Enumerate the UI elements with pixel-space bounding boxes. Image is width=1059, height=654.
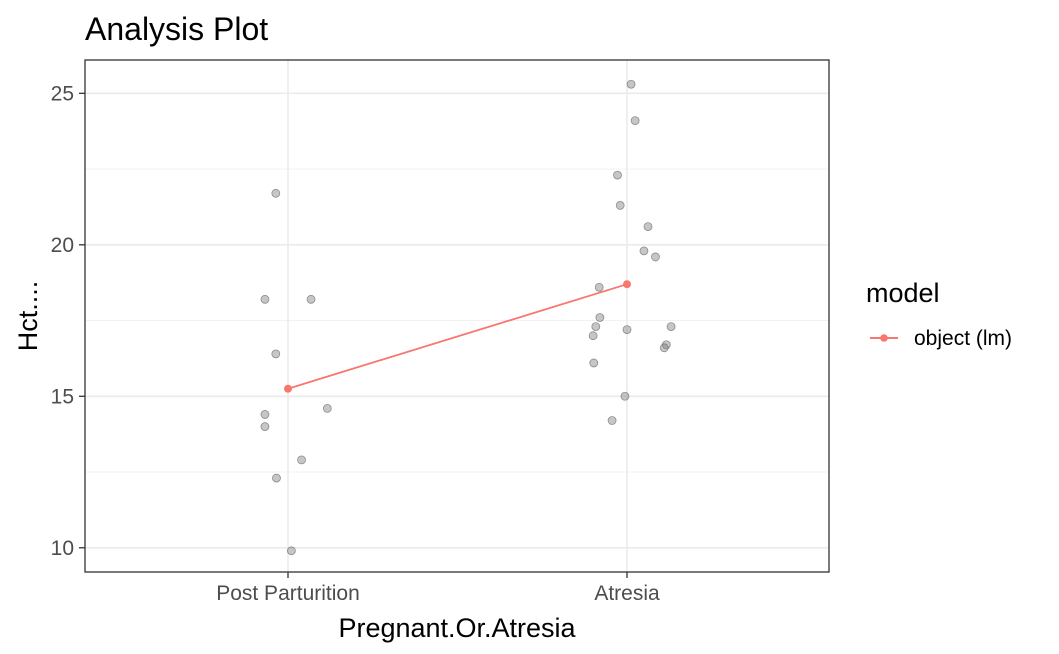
plot-border <box>84 59 830 573</box>
x-tick-label: Atresia <box>594 582 660 605</box>
data-point <box>595 313 605 322</box>
data-point <box>588 331 598 341</box>
series-line <box>287 283 628 390</box>
plot-panel <box>85 60 829 572</box>
x-tick-label: Post Parturition <box>216 582 360 605</box>
data-point <box>260 410 270 419</box>
model-series <box>284 280 631 393</box>
series-point <box>284 384 292 393</box>
legend: model object (lm) <box>866 278 1012 350</box>
data-point <box>626 79 636 89</box>
data-point <box>297 455 306 465</box>
data-point <box>639 246 649 256</box>
data-point <box>322 404 332 413</box>
data-point <box>271 188 281 198</box>
legend-title: model <box>866 278 940 308</box>
data-point <box>620 391 630 401</box>
major-grid <box>85 60 829 572</box>
data-point <box>260 422 270 431</box>
data-point <box>272 473 281 483</box>
minor-grid <box>85 168 829 473</box>
x-axis-title: Pregnant.Or.Atresia <box>338 613 576 643</box>
legend-label: object (lm) <box>914 327 1012 350</box>
y-tick-label: 10 <box>51 537 74 560</box>
data-point <box>286 546 296 556</box>
data-point <box>607 416 617 425</box>
data-point <box>306 294 316 304</box>
data-point <box>615 201 625 210</box>
legend-key-point <box>880 334 888 342</box>
chart-title: Analysis Plot <box>85 11 268 47</box>
data-point <box>591 322 601 332</box>
data-point <box>271 349 281 359</box>
data-point <box>613 170 622 180</box>
series-point <box>623 280 631 289</box>
data-point <box>651 252 660 262</box>
data-point <box>589 358 599 368</box>
y-tick-label: 25 <box>51 82 74 105</box>
data-point <box>630 116 640 125</box>
y-tick-label: 20 <box>51 234 74 257</box>
y-tick-label: 15 <box>51 385 74 408</box>
data-points <box>260 79 676 556</box>
data-point <box>622 325 632 335</box>
data-point <box>659 343 669 353</box>
data-point <box>260 294 270 304</box>
data-point <box>643 222 653 232</box>
x-axis: Post Parturition Atresia <box>216 572 660 605</box>
y-axis-title: Hct.... <box>13 281 43 352</box>
y-axis: 10 15 20 25 <box>51 82 85 560</box>
data-point <box>666 322 676 332</box>
data-point <box>594 282 604 292</box>
